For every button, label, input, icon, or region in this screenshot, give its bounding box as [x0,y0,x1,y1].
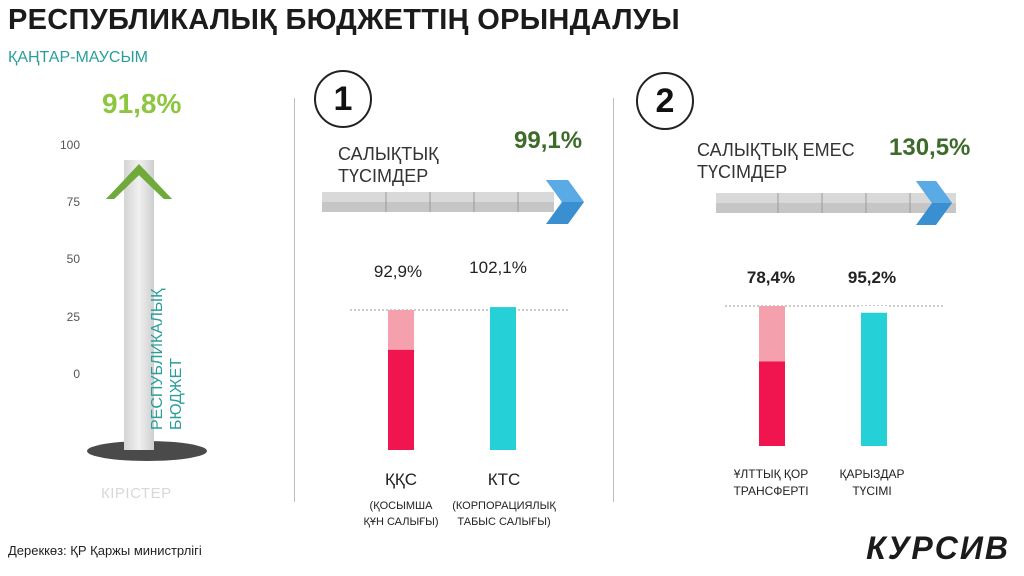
column-shadow [87,441,207,461]
section-number: 1 [314,70,372,128]
sublabel-line: (КОРПОРАЦИЯЛЫҚ [452,500,556,512]
category-label-line: ТРАНСФЕРТІ [733,484,809,498]
category-label: ҚАРЫЗДАР ТҮСІМІ [797,466,947,500]
bar-value-label: 102,1% [469,258,527,277]
arrow-track-shade [716,203,956,213]
section-percent: 130,5% [889,134,971,161]
source-note: Дереккөз: ҚР Қаржы министрлігі [8,543,202,558]
period-label: ҚАҢТАР-МАУСЫМ [8,49,148,66]
arrow-head-light [916,181,952,203]
non-tax-bars-chart [725,305,945,446]
category-sublabel: (ҚОСЫМША ҚҰН САЛЫҒЫ) [326,498,476,530]
category-label-line: ТҮСІМІ [852,484,892,498]
category-label: КТС [487,470,521,489]
sublabel-line: ҚҰН САЛЫҒЫ) [363,516,439,528]
sublabel-line: ТАБЫС САЛЫҒЫ) [457,516,551,528]
section-title: САЛЫҚТЫҚ ЕМЕС ТҮСІМДЕР [697,139,855,183]
y-tick-label: 75 [66,195,80,209]
tax-bars-chart [350,307,570,450]
sublabel-line: (ҚОСЫМША [369,500,433,512]
bar-value-label: 78,4% [746,268,796,287]
brand-logo: КУРСИВ [866,530,1010,566]
section-title-line: ТҮСІМДЕР [338,166,429,186]
bar [490,307,516,450]
section-title: САЛЫҚТЫҚ ТҮСІМДЕР [338,143,439,187]
category-label: ҰЛТТЫҚ ҚОР ТРАНСФЕРТІ [696,466,846,500]
divider [613,98,614,502]
section-number: 2 [636,72,694,130]
section-title-line: САЛЫҚТЫҚ [338,144,439,164]
income-label: КІРІСТЕР [101,485,172,502]
category-label-line: ҚАРЫЗДАР [839,467,905,481]
bar [759,361,785,446]
y-tick-label: 100 [59,138,80,152]
budget-thermometer [87,160,207,461]
category-label: ҚҚС [384,470,418,489]
page-title: РЕСПУБЛИКАЛЫҚ БЮДЖЕТТІҢ ОРЫНДАЛУЫ [8,4,680,36]
section-title-line: САЛЫҚТЫҚ ЕМЕС [697,140,855,160]
y-tick-label: 25 [66,310,80,324]
category-label-line: ҰЛТТЫҚ ҚОР [733,467,809,481]
progress-arrow [322,180,584,224]
bar-value-label: 95,2% [847,268,897,287]
budget-column [124,160,154,450]
y-tick-label: 0 [73,367,80,381]
budget-level-arrow [106,164,172,200]
arrow-track-shade [322,202,554,212]
section-title-line: ТҮСІМДЕР [697,162,788,182]
y-tick-label: 50 [66,252,80,266]
bar [861,312,887,446]
budget-percent: 91,8% [102,88,182,119]
category-sublabel: (КОРПОРАЦИЯЛЫҚ ТАБЫС САЛЫҒЫ) [429,498,579,530]
vertical-label-line: РЕСПУБЛИКАЛЫҚ [149,288,166,430]
vertical-label-line: БЮДЖЕТ [168,357,185,430]
arrow-head-light [546,180,584,202]
budget-vertical-label: РЕСПУБЛИКАЛЫҚ БЮДЖЕТ [148,289,186,430]
bar [388,349,414,450]
section-percent: 99,1% [514,127,583,154]
bar-value-label: 92,9% [373,262,423,281]
progress-arrow [716,181,956,225]
divider [294,98,295,502]
